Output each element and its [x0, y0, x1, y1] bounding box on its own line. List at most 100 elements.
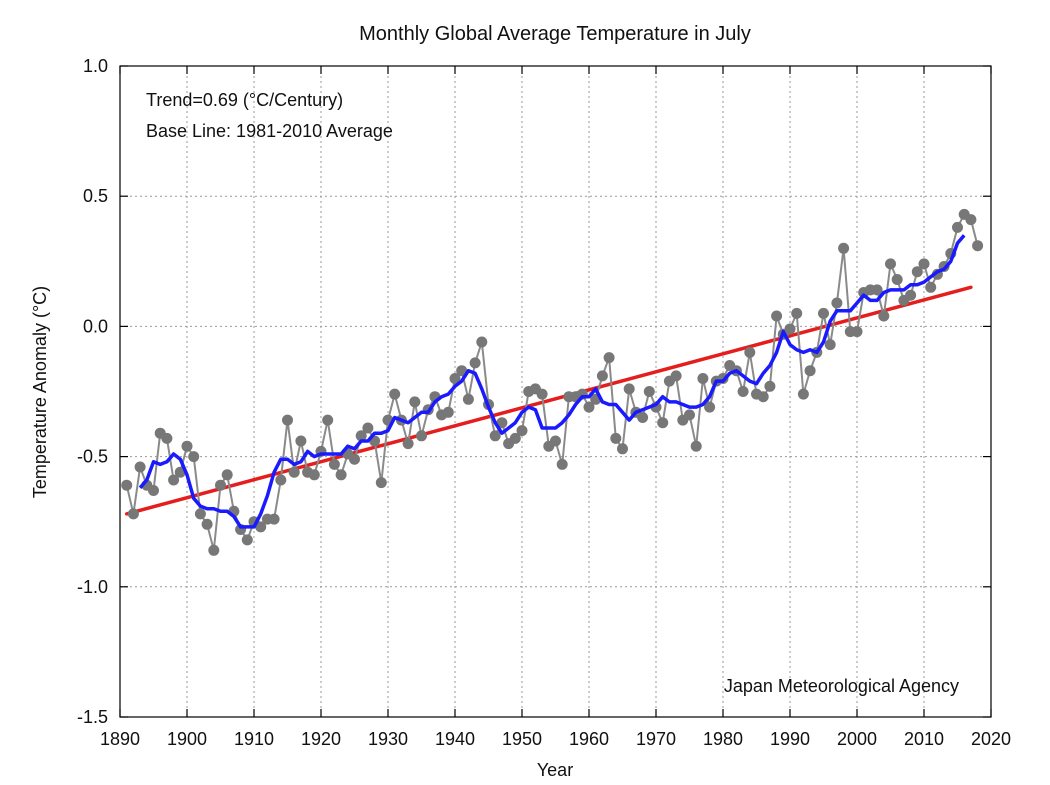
annual-data-point	[295, 435, 307, 447]
annual-data-point	[375, 477, 387, 489]
annual-data-point	[308, 469, 320, 481]
annual-data-point	[516, 425, 528, 437]
annual-data-point	[409, 396, 421, 408]
annual-data-point	[442, 406, 454, 418]
annual-data-point	[215, 479, 226, 491]
annual-data-point	[885, 258, 896, 270]
annual-data-point	[335, 469, 347, 481]
annual-data-point	[905, 289, 917, 301]
annual-data-point	[583, 401, 595, 413]
y-tick-label: -1.0	[77, 577, 108, 597]
annual-data-point	[797, 388, 809, 400]
annual-data-point	[771, 310, 783, 322]
annual-data-point	[596, 370, 608, 382]
y-tick-label: -1.5	[77, 707, 108, 727]
x-tick-label: 1990	[770, 729, 810, 749]
y-tick-label: 1.0	[83, 56, 108, 76]
x-tick-label: 1930	[368, 729, 408, 749]
annual-data-point	[871, 284, 883, 296]
x-axis-label: Year	[537, 760, 573, 780]
annual-data-point	[355, 430, 367, 442]
annual-data-point	[556, 458, 568, 470]
annual-data-point	[657, 417, 669, 429]
x-tick-label: 1910	[234, 729, 274, 749]
annual-data-point	[241, 534, 253, 546]
annual-data-point	[804, 365, 816, 377]
x-tick-label: 1920	[301, 729, 341, 749]
annual-data-point	[161, 432, 173, 444]
annual-data-point	[603, 352, 615, 364]
annual-data-point	[328, 458, 340, 470]
annual-data-point	[489, 430, 501, 442]
annual-data-point	[536, 388, 548, 400]
source-annotation: Japan Meteorological Agency	[724, 676, 959, 696]
annual-data-point	[288, 466, 300, 478]
annual-data-point	[737, 386, 749, 397]
y-tick-label: 0.5	[83, 186, 108, 206]
annual-data-point	[764, 380, 776, 392]
annual-data-point	[878, 310, 890, 322]
annual-data-point	[282, 414, 293, 426]
annual-data-point	[623, 383, 635, 395]
y-tick-label: -0.5	[77, 447, 108, 467]
annual-data-point	[134, 461, 146, 473]
annual-data-point	[784, 323, 796, 335]
annual-data-point	[704, 401, 716, 413]
annual-data-point	[744, 346, 756, 358]
annual-data-point	[643, 386, 655, 397]
annual-data-point	[275, 474, 287, 486]
annual-data-point	[831, 297, 843, 309]
annual-data-point	[268, 513, 280, 525]
annual-data-point	[972, 240, 984, 252]
annual-series-layer	[121, 208, 984, 556]
annual-data-point	[148, 485, 159, 496]
annual-data-point	[476, 336, 488, 348]
annual-data-point	[322, 414, 334, 426]
annual-data-point	[168, 474, 180, 486]
annual-data-point	[402, 438, 414, 450]
x-tick-label: 2010	[904, 729, 944, 749]
trend-annotation: Trend=0.69 (°C/Century)	[146, 90, 343, 110]
annual-data-point	[127, 508, 139, 520]
x-tick-label: 1960	[569, 729, 609, 749]
y-tick-label: 0.0	[83, 316, 108, 336]
grid	[120, 66, 991, 717]
annual-data-point	[389, 388, 401, 400]
running-mean-line	[138, 234, 966, 529]
chart-title: Monthly Global Average Temperature in Ju…	[359, 23, 751, 45]
annual-data-point	[181, 440, 193, 452]
annual-data-point	[952, 221, 963, 233]
annual-data-point	[221, 469, 233, 481]
annual-data-point	[911, 266, 923, 278]
annual-data-point	[188, 451, 200, 463]
x-tick-label: 1980	[703, 729, 743, 749]
annual-data-point	[818, 307, 829, 319]
annual-data-point	[362, 422, 374, 434]
annual-data-point	[697, 373, 709, 384]
annual-data-point	[791, 307, 803, 319]
annual-data-point	[690, 440, 702, 452]
annual-data-point	[824, 339, 836, 351]
annual-data-point	[684, 409, 695, 421]
annual-data-point	[121, 479, 133, 491]
x-tick-label: 2000	[837, 729, 877, 749]
annual-data-point	[610, 432, 622, 444]
plot-frame	[119, 65, 992, 718]
annual-data-point	[449, 373, 461, 384]
running-mean-layer	[138, 234, 966, 529]
x-tick-label: 1970	[636, 729, 676, 749]
trend-line-layer	[124, 285, 973, 516]
annual-data-point	[918, 258, 930, 270]
annual-data-point	[456, 365, 468, 377]
x-tick-label: 2020	[971, 729, 1011, 749]
annual-data-point	[637, 412, 649, 423]
x-tick-label: 1890	[100, 729, 140, 749]
annual-data-point	[255, 521, 267, 533]
annual-data-point	[670, 370, 682, 382]
annual-data-point	[194, 508, 206, 520]
y-axis-label: Temperature Anomaly (°C)	[30, 286, 50, 498]
annual-data-point	[925, 281, 937, 293]
x-axis-ticks: 1890 1900 1910 1920 1930 1940 1950 1960 1970 1980…	[100, 66, 1011, 749]
annual-data-point	[349, 453, 360, 465]
